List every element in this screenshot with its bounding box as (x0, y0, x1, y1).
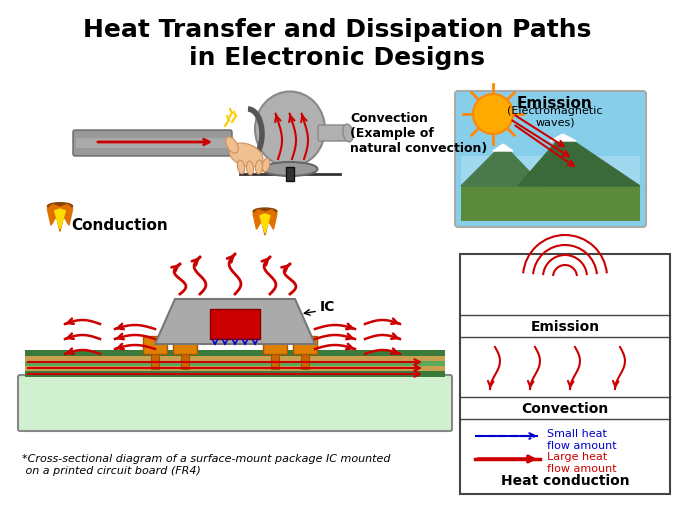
Ellipse shape (246, 162, 254, 176)
FancyBboxPatch shape (73, 131, 232, 157)
Polygon shape (55, 210, 65, 229)
Ellipse shape (263, 163, 317, 177)
FancyBboxPatch shape (76, 139, 229, 148)
Ellipse shape (263, 159, 270, 173)
Polygon shape (550, 135, 576, 142)
Ellipse shape (343, 125, 353, 142)
Polygon shape (253, 211, 277, 236)
Bar (301, 349, 309, 369)
Bar (263, 336, 287, 355)
Text: *Cross-sectional diagram of a surface-mount package IC mounted
 on a printed cir: *Cross-sectional diagram of a surface-mo… (22, 453, 391, 475)
Polygon shape (461, 145, 543, 187)
Bar (25, 361, 445, 366)
Ellipse shape (253, 209, 277, 216)
Bar (143, 336, 167, 355)
Text: Small heat
flow amount: Small heat flow amount (547, 428, 617, 450)
Bar (461, 187, 640, 222)
FancyBboxPatch shape (455, 92, 646, 228)
Ellipse shape (238, 161, 244, 175)
FancyBboxPatch shape (460, 255, 670, 494)
Text: Large heat
flow amount: Large heat flow amount (547, 451, 617, 473)
FancyBboxPatch shape (18, 375, 452, 431)
Polygon shape (493, 145, 513, 152)
Text: IC: IC (320, 299, 335, 314)
Text: in Electronic Designs: in Electronic Designs (189, 46, 485, 70)
Bar (293, 336, 317, 355)
Bar (25, 371, 445, 377)
Polygon shape (518, 135, 640, 187)
Bar (271, 349, 279, 369)
Ellipse shape (255, 161, 263, 175)
Text: Heat Transfer and Dissipation Paths: Heat Transfer and Dissipation Paths (83, 18, 591, 42)
Polygon shape (260, 215, 270, 233)
Ellipse shape (255, 92, 325, 167)
Text: Convection: Convection (521, 401, 609, 415)
Bar (25, 350, 445, 357)
Text: Convection
(Example of
natural convection): Convection (Example of natural convectio… (350, 111, 487, 154)
Bar (461, 157, 640, 222)
Ellipse shape (229, 144, 263, 168)
Ellipse shape (225, 137, 238, 154)
Text: Conduction: Conduction (72, 217, 168, 232)
Text: (Electromagnetic
waves): (Electromagnetic waves) (507, 106, 603, 128)
Bar (151, 349, 159, 369)
FancyBboxPatch shape (318, 126, 347, 142)
Bar (173, 336, 197, 355)
Polygon shape (47, 205, 73, 232)
Ellipse shape (47, 204, 73, 211)
Bar (25, 366, 445, 371)
Bar (25, 357, 445, 361)
Circle shape (473, 95, 513, 135)
Polygon shape (155, 299, 315, 344)
Text: Emission: Emission (517, 95, 593, 110)
Bar (286, 168, 294, 182)
Bar (181, 349, 189, 369)
Text: Heat conduction: Heat conduction (501, 473, 629, 487)
Text: Emission: Emission (531, 319, 599, 333)
Bar (210, 310, 260, 339)
